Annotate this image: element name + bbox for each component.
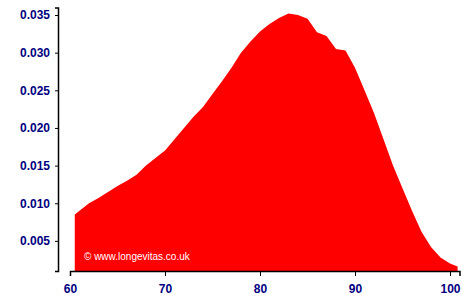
tick: 0.015 — [20, 159, 58, 173]
tick: 0.005 — [20, 234, 58, 248]
tick-label: 90 — [349, 282, 363, 296]
tick-label: 0.025 — [20, 84, 50, 98]
tick: 70 — [159, 271, 173, 296]
tick-label: 0.005 — [20, 234, 50, 248]
tick-mark — [55, 90, 58, 91]
tick: 0.025 — [20, 84, 58, 98]
tick-label: 0.020 — [20, 121, 50, 135]
tick: 0.010 — [20, 197, 58, 211]
axis-line — [71, 272, 461, 277]
tick-mark — [55, 203, 58, 204]
tick-mark — [55, 241, 58, 242]
tick: 60 — [64, 271, 78, 296]
tick: 80 — [254, 271, 268, 296]
tick-label: 0.030 — [20, 46, 50, 60]
tick: 0.030 — [20, 46, 58, 60]
tick: 90 — [349, 271, 363, 296]
tick-mark — [355, 271, 356, 276]
tick: 0.035 — [20, 8, 58, 22]
tick-label: 0.015 — [20, 159, 50, 173]
tick-label: 70 — [159, 282, 173, 296]
tick-label: 80 — [254, 282, 268, 296]
tick-mark — [70, 271, 71, 276]
tick-label: 100 — [440, 282, 460, 296]
tick: 0.020 — [20, 121, 58, 135]
axis-line — [55, 8, 59, 272]
tick-mark — [55, 15, 58, 16]
tick-mark — [55, 166, 58, 167]
y-axis: 0.005 0.010 0.015 0.020 0.025 0.030 0.035 — [20, 8, 59, 272]
tick: 100 — [440, 271, 460, 296]
plot-area — [75, 14, 458, 271]
tick-mark — [260, 271, 261, 276]
tick-mark — [55, 128, 58, 129]
tick-mark — [450, 271, 451, 276]
tick-label: 0.035 — [20, 8, 50, 22]
tick-label: 60 — [64, 282, 78, 296]
area — [75, 14, 458, 271]
tick-label: 0.010 — [20, 197, 50, 211]
tick-mark — [165, 271, 166, 276]
x-axis: 60 70 80 90 100 — [64, 271, 461, 296]
tick-mark — [55, 53, 58, 54]
annotation: © www.longevitas.co.uk — [84, 251, 191, 262]
chart: 60 70 80 90 100 0.005 0.010 0.015 0.020 0.025 0.03… — [0, 0, 476, 308]
